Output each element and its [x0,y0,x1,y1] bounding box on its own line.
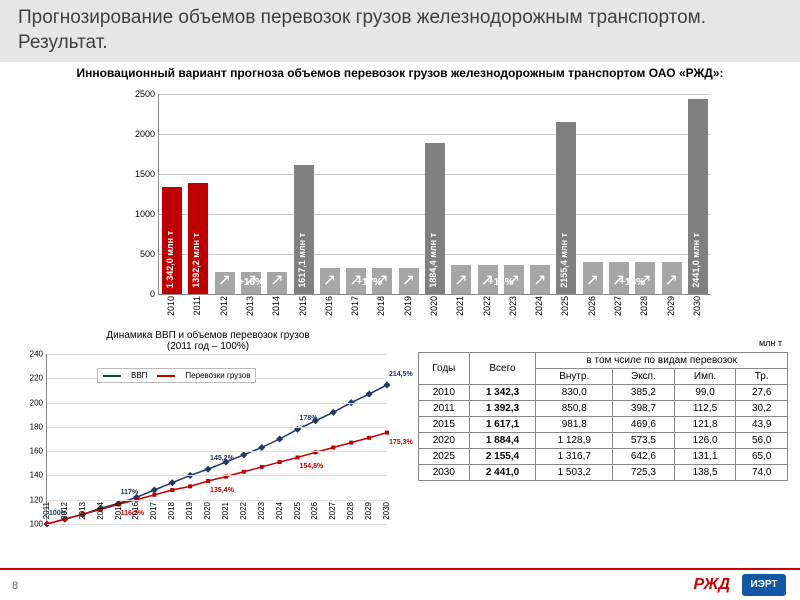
bar-xtick: 2024 [534,296,544,316]
line-xtick: 2015 [114,502,123,520]
line-annotation: 175,3% [389,439,413,446]
line-xtick: 2030 [382,502,391,520]
bar-xtick: 2027 [613,296,623,316]
bar-xtick: 2030 [692,296,702,316]
line-ytick: 140 [21,471,43,480]
line-xtick: 2014 [96,502,105,520]
bar-plot-area: 050010001500200025001 342,0 млн т1392,2 … [158,94,711,295]
bar-xtick: 2012 [219,296,229,316]
line-ytick: 160 [21,447,43,456]
footer-divider [0,568,800,570]
line-xtick: 2017 [149,502,158,520]
line-xtick: 2028 [346,502,355,520]
line-xtick: 2012 [60,502,69,520]
page-title: Прогнозирование объемов перевозок грузов… [18,6,782,55]
table-unit: млн т [759,338,782,348]
bar: 2155,4 млн т [556,122,576,294]
bar-xtick: 2013 [245,296,255,316]
line-annotation: 145,2% [210,455,234,462]
line-xtick: 2021 [221,502,230,520]
line-ytick: 200 [21,398,43,407]
line-xtick: 2016 [131,502,140,520]
bar-xtick: 2019 [403,296,413,316]
bar: 1617,1 млн т [294,165,314,294]
bar-ytick: 0 [125,289,155,299]
bar-chart: 050010001500200025001 342,0 млн т1392,2 … [120,94,710,324]
line-chart: Динамика ВВП и объемов перевозок грузов(… [18,330,398,540]
line-plot-area: 100120140160180200220240100%117%145,2%17… [46,354,387,525]
bar-xtick: 2021 [455,296,465,316]
line-annotation: 135,4% [210,487,234,494]
bar-pct-label: +13% [580,277,685,288]
line-ytick: 220 [21,374,43,383]
line-xtick: 2024 [275,502,284,520]
line-ytick: 120 [21,495,43,504]
line-xtick: 2029 [364,502,373,520]
line-ytick: 240 [21,350,43,359]
line-xtick: 2011 [42,502,51,519]
line-xtick: 2026 [310,502,319,520]
subtitle: Инновационный вариант прогноза объемов п… [0,66,800,80]
bar-xtick: 2029 [666,296,676,316]
line-annotation: 117% [121,489,139,496]
line-legend: ВВППеревозки грузов [97,368,256,383]
bar-xtick: 2010 [166,296,176,316]
bar-xtick: 2017 [350,296,360,316]
bar-xtick: 2018 [376,296,386,316]
line-xtick: 2020 [203,502,212,520]
line-xtick: 2019 [185,502,194,520]
bar-pct-label: +17% [317,277,422,288]
bar-xtick: 2020 [429,296,439,316]
bar-xtick: 2015 [298,296,308,316]
bar-xtick: 2022 [482,296,492,316]
data-table-wrap: млн т ГодыВсегов том чсиле по видам пере… [418,352,788,481]
line-annotation: 178% [300,415,318,422]
page-number: 8 [12,580,18,592]
bar-xtick: 2016 [324,296,334,316]
bar: 1 342,0 млн т [162,187,182,294]
line-xtick: 2022 [239,502,248,520]
bar-xtick: 2014 [271,296,281,316]
bar-ytick: 500 [125,249,155,259]
bar-ytick: 1500 [125,169,155,179]
line-annotation: 214,5% [389,371,413,378]
bar-xtick: 2028 [639,296,649,316]
bar: 1884,4 млн т [425,143,445,294]
bar-xtick: 2011 [192,296,202,315]
bar-pct-label: +16% [212,277,291,288]
line-ytick: 100 [21,520,43,529]
line-chart-title: Динамика ВВП и объемов перевозок грузов(… [18,330,398,352]
line-xtick: 2023 [257,502,266,520]
bar-xtick: 2023 [508,296,518,316]
line-xtick: 2025 [293,502,302,520]
bar: 2441,0 млн т [688,99,708,294]
line-xtick: 2013 [78,502,87,520]
bar-ytick: 2500 [125,89,155,99]
logo-rzd: РЖД [694,576,730,594]
bar-ytick: 1000 [125,209,155,219]
bar: 1392,2 млн т [188,183,208,294]
line-ytick: 180 [21,422,43,431]
data-table: ГодыВсегов том чсиле по видам перевозокВ… [418,352,788,481]
logo-iert: ИЭРТ [742,574,786,596]
line-xtick: 2027 [328,502,337,520]
line-annotation: 154,8% [300,463,324,470]
bar-pct-label: +14% [448,277,553,288]
line-xtick: 2018 [167,502,176,520]
bar-xtick: 2025 [560,296,570,316]
header: Прогнозирование объемов перевозок грузов… [0,0,800,62]
bar-ytick: 2000 [125,129,155,139]
bar-xtick: 2026 [587,296,597,316]
